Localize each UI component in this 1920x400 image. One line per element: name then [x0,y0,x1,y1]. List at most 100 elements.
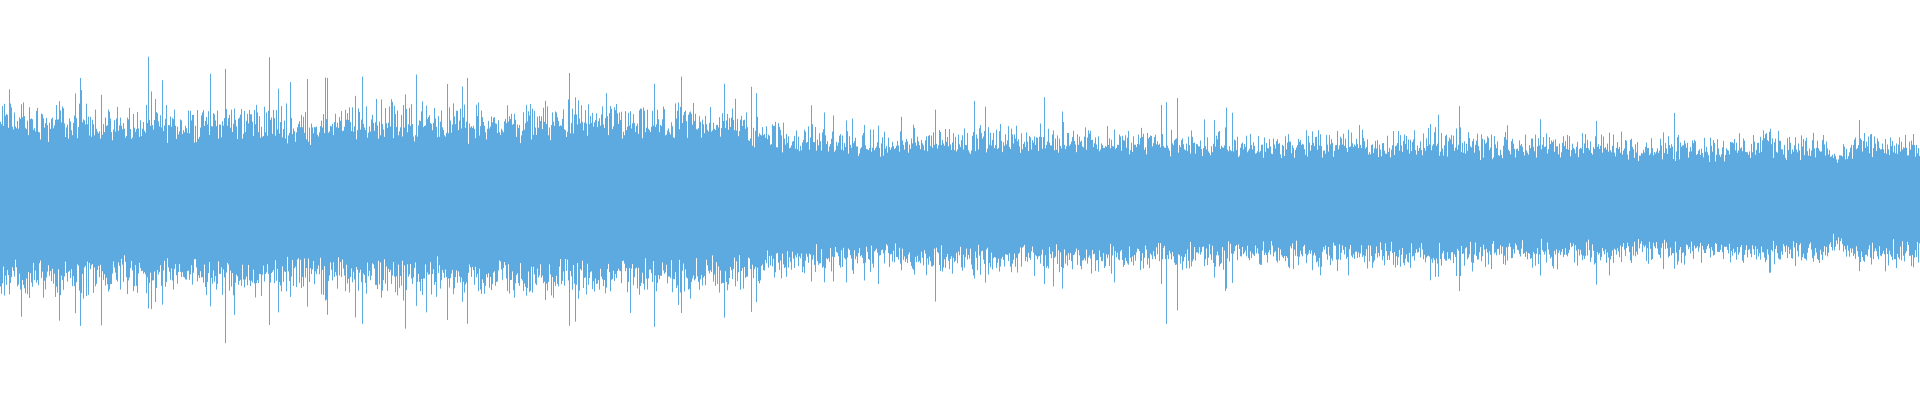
waveform-sample [1752,152,1753,246]
waveform-sample [1309,142,1310,251]
waveform-sample [1334,150,1335,246]
waveform-sample [1892,141,1893,261]
waveform-sample [229,114,230,291]
waveform-sample [1149,137,1150,269]
waveform-sample [1317,149,1318,262]
waveform-sample [1644,152,1645,248]
waveform-sample [1087,137,1088,264]
waveform-sample [540,121,541,265]
waveform-sample [792,141,793,252]
waveform-sample [1468,132,1469,258]
waveform-sample [1398,131,1399,258]
waveform-sample [1665,143,1666,249]
waveform-sample [1345,138,1346,248]
waveform-sample [366,106,367,294]
waveform-sample [546,124,547,284]
waveform-sample [1432,145,1433,263]
waveform-sample [791,145,792,270]
waveform-sample [40,139,41,261]
waveform-sample [848,153,849,249]
waveform-sample [555,111,556,286]
waveform-sample [877,142,878,253]
waveform-sample [1019,146,1020,253]
waveform-sample [1259,152,1260,264]
waveform-sample [1526,150,1527,252]
waveform-sample [522,130,523,281]
waveform-sample [709,122,710,274]
waveform-sample [989,144,990,264]
waveform-sample [651,126,652,274]
waveform-sample [1040,123,1041,264]
waveform-sample [831,138,832,272]
waveform-sample [1275,148,1276,252]
waveform-sample [335,113,336,272]
waveform-sample [1155,134,1156,260]
waveform-sample [398,135,399,265]
waveform-sample [89,135,90,264]
waveform-sample [849,136,850,251]
waveform-sample [1881,149,1882,257]
waveform-sample [219,124,220,274]
waveform-sample [1068,132,1069,254]
waveform-sample [1485,143,1486,268]
waveform-sample [588,104,589,285]
waveform-sample [1150,135,1151,254]
waveform-sample [130,128,131,269]
waveform-sample [1207,137,1208,266]
waveform-sample [1891,145,1892,257]
waveform-sample [1427,146,1428,257]
waveform-sample [218,138,219,262]
waveform-sample [25,127,26,294]
waveform-sample [1267,148,1268,263]
waveform-sample [1537,146,1538,249]
waveform-sample [942,139,943,272]
waveform-sample [482,117,483,280]
waveform-sample [1244,143,1245,253]
waveform-sample [1281,157,1282,256]
waveform-sample [1414,130,1415,261]
waveform-sample [1283,145,1284,259]
waveform-sample [833,115,834,282]
waveform-sample [329,131,330,276]
waveform-sample [18,128,19,285]
waveform-sample [52,117,53,269]
waveform-sample [832,131,833,257]
waveform-sample [267,135,268,265]
waveform-sample [657,109,658,284]
waveform-sample [1785,157,1786,252]
waveform-sample [271,117,272,274]
waveform-sample [443,130,444,273]
waveform-sample [1223,147,1224,270]
waveform-sample [818,145,819,265]
waveform-sample [171,126,172,269]
waveform-sample [1135,144,1136,261]
waveform-sample [1059,138,1060,273]
waveform-sample [1176,138,1177,265]
waveform-sample [53,128,54,284]
waveform-sample [21,104,22,317]
waveform-sample [1327,144,1328,260]
waveform-sample [1850,147,1851,249]
waveform-sample [1795,137,1796,267]
waveform-sample [1031,149,1032,252]
waveform-sample [784,138,785,269]
waveform-sample [720,136,721,271]
waveform-sample [511,113,512,280]
waveform-sample [1436,145,1437,259]
waveform-sample [1893,152,1894,240]
waveform-sample [306,139,307,268]
waveform-sample [33,129,34,263]
waveform-sample [580,123,581,270]
waveform-sample [410,125,411,265]
waveform-sample [1808,155,1809,248]
waveform-sample [1877,138,1878,257]
waveform-sample [1256,153,1257,254]
waveform-sample [423,127,424,279]
waveform-sample [1323,150,1324,248]
waveform-sample [1063,121,1064,269]
waveform-sample [100,138,101,265]
waveform-sample [944,145,945,260]
waveform-sample [524,129,525,284]
waveform-sample [503,132,504,268]
waveform-sample [1542,144,1543,251]
